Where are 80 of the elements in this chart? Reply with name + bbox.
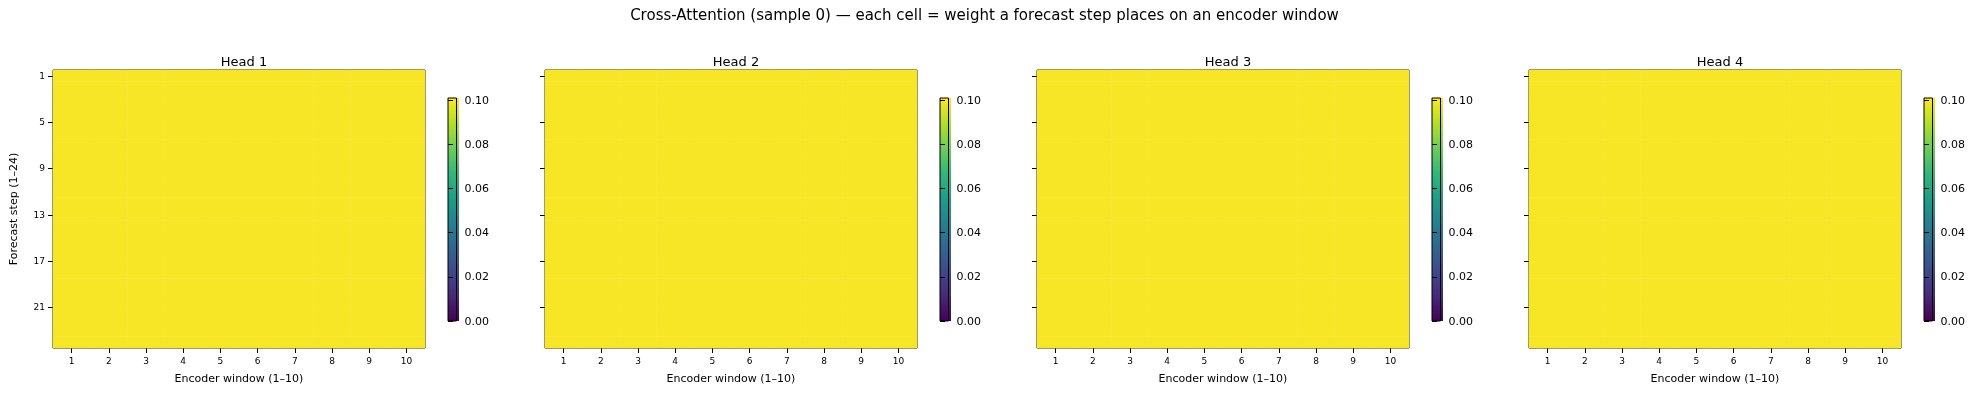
- color-bar-label: 0.02: [464, 270, 490, 284]
- color-bar-label: 0.02: [956, 270, 982, 284]
- y-axis-title: Forecast step (1–24): [7, 152, 20, 266]
- x-tick-label: 8: [821, 355, 828, 366]
- x-tick-label: 4: [180, 355, 187, 366]
- color-bar-label: 0.10: [464, 93, 490, 107]
- x-tick-label: 2: [1581, 355, 1588, 366]
- color-bar-label: 0.00: [1940, 314, 1966, 328]
- color-bar-label: 0.08: [1448, 137, 1474, 151]
- x-tick-label: 9: [858, 355, 865, 366]
- text: Cross-Attention (sample 0) — each cell = weight a forecast step places on an encoder window: [629, 6, 1340, 24]
- chart-title: Head 2: [712, 54, 760, 69]
- color-bar-label: 0.02: [1448, 270, 1474, 284]
- x-tick-label: 7: [1767, 355, 1774, 366]
- x-tick-label: 4: [1164, 355, 1171, 366]
- x-tick-label: 7: [783, 355, 790, 366]
- x-tick-label: 10: [1876, 355, 1889, 366]
- color-bar-label: 0.04: [956, 226, 982, 240]
- x-tick-label: 1: [560, 355, 567, 366]
- chart-title: Head 4: [1696, 54, 1744, 69]
- color-bar-label: 0.08: [1940, 137, 1966, 151]
- x-tick-label: 8: [329, 355, 336, 366]
- x-tick-label: 5: [217, 355, 224, 366]
- x-tick-label: 9: [1350, 355, 1357, 366]
- x-tick-label: 1: [1052, 355, 1059, 366]
- x-tick-label: 7: [291, 355, 298, 366]
- y-tick-label: 5: [39, 117, 45, 128]
- x-tick-label: 8: [1313, 355, 1320, 366]
- color-bar-label: 0.10: [1940, 93, 1966, 107]
- x-tick-label: 6: [1238, 355, 1245, 366]
- color-bar-label: 0.08: [956, 137, 982, 151]
- x-tick-label: 4: [672, 355, 679, 366]
- color-bar-label: 0.10: [956, 93, 982, 107]
- color-bar-label: 0.00: [956, 314, 982, 328]
- x-tick-label: 3: [1619, 355, 1625, 366]
- color-bar-label: 0.04: [464, 226, 490, 240]
- x-axis-title: Encoder window (1–10): [1650, 372, 1780, 385]
- x-axis-title: Encoder window (1–10): [666, 372, 796, 385]
- x-tick-label: 1: [68, 355, 75, 366]
- x-tick-label: 7: [1275, 355, 1282, 366]
- x-tick-label: 3: [143, 355, 149, 366]
- x-tick-label: 9: [1842, 355, 1849, 366]
- x-tick-label: 2: [597, 355, 604, 366]
- x-tick-label: 8: [1805, 355, 1812, 366]
- color-bar-label: 0.08: [464, 137, 490, 151]
- color-bar-label: 0.10: [1448, 93, 1474, 107]
- x-tick-label: 6: [254, 355, 261, 366]
- x-tick-label: 5: [1693, 355, 1700, 366]
- chart-title: Head 1: [220, 54, 268, 69]
- y-tick-label: 17: [33, 256, 45, 267]
- color-bar-label: 0.06: [1940, 182, 1966, 196]
- y-tick-label: 1: [39, 70, 45, 81]
- x-tick-label: 3: [635, 355, 641, 366]
- x-tick-label: 5: [1201, 355, 1208, 366]
- color-bar-label: 0.06: [464, 182, 490, 196]
- x-tick-label: 5: [709, 355, 716, 366]
- color-bar-label: 0.06: [956, 182, 982, 196]
- color-bar-label: 0.00: [1448, 314, 1474, 328]
- chart-title: Head 3: [1204, 54, 1252, 69]
- x-tick-label: 10: [1384, 355, 1397, 366]
- color-bar-label: 0.00: [464, 314, 490, 328]
- y-tick-label: 21: [33, 302, 45, 313]
- color-bar-label: 0.04: [1448, 226, 1474, 240]
- x-tick-label: 9: [366, 355, 373, 366]
- y-tick-label: 13: [33, 209, 45, 220]
- x-axis-title: Encoder window (1–10): [174, 372, 304, 385]
- x-tick-label: 3: [1127, 355, 1133, 366]
- color-bar-label: 0.04: [1940, 226, 1966, 240]
- x-axis-title: Encoder window (1–10): [1158, 372, 1288, 385]
- y-tick-label: 9: [39, 163, 46, 174]
- x-tick-label: 6: [1730, 355, 1737, 366]
- x-tick-label: 1: [1544, 355, 1551, 366]
- x-tick-label: 2: [105, 355, 112, 366]
- color-bar-label: 0.02: [1940, 270, 1966, 284]
- x-tick-label: 2: [1089, 355, 1096, 366]
- x-tick-label: 10: [892, 355, 905, 366]
- x-tick-label: 4: [1656, 355, 1663, 366]
- color-bar-label: 0.06: [1448, 182, 1474, 196]
- x-tick-label: 10: [400, 355, 413, 366]
- x-tick-label: 6: [746, 355, 753, 366]
